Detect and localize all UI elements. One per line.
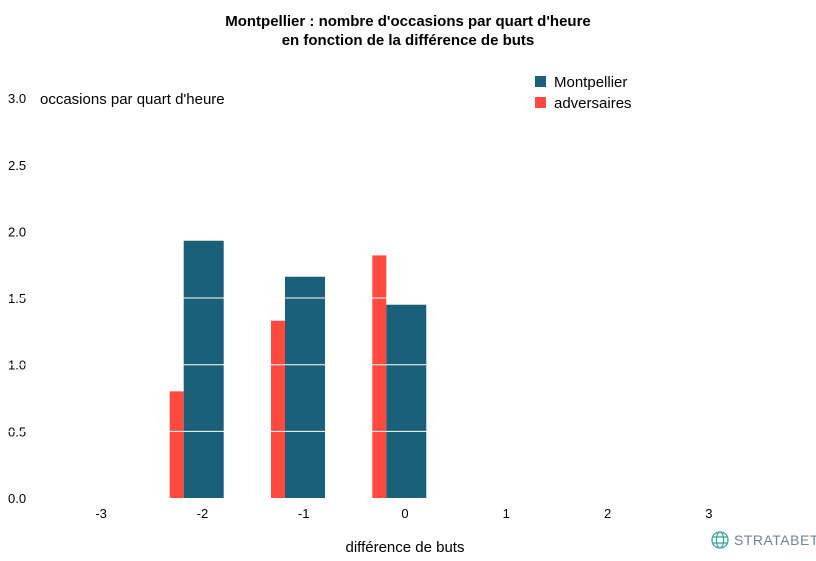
x-axis-label: différence de buts [346,539,465,556]
globe-icon [711,531,729,549]
y-tick-label: 2.0 [8,224,26,239]
legend-label-montpellier: Montpellier [554,74,627,91]
brand-logo: STRATABET [711,531,816,549]
gridlines [0,297,811,432]
x-tick-label: 3 [705,506,712,521]
legend-swatch-adversaires [535,97,546,108]
x-tick-label: 0 [401,506,408,521]
bar-montpellier--1 [183,240,224,498]
bars [169,240,427,498]
bar-adversaires-0 [271,320,285,498]
bar-montpellier-1 [386,304,427,498]
y-tick-label: 2.5 [8,158,26,173]
x-tick-label: -1 [298,506,310,521]
x-tick-label: 1 [503,506,510,521]
brand-name: STRATABET [734,532,816,548]
legend-label-adversaires: adversaires [554,95,632,112]
chart-title-line-2: en fonction de la différence de buts [282,32,535,49]
x-tick-label: 2 [604,506,611,521]
x-axis-ticks: -3 -2 -1 0 1 2 3 [95,506,712,521]
bar-montpellier-0 [285,276,325,498]
bar-adversaires-1 [372,255,387,498]
y-tick-label: 0.0 [8,491,26,506]
x-tick-label: -3 [95,506,107,521]
legend: Montpellier adversaires [535,74,632,112]
x-tick-label: -2 [197,506,209,521]
chart-title-line-1: Montpellier : nombre d'occasions par qua… [225,13,591,30]
y-tick-label: 3.0 [8,91,26,106]
y-axis-label: occasions par quart d'heure [40,91,225,108]
bar-adversaires--1 [169,391,184,498]
legend-swatch-montpellier [535,76,546,87]
